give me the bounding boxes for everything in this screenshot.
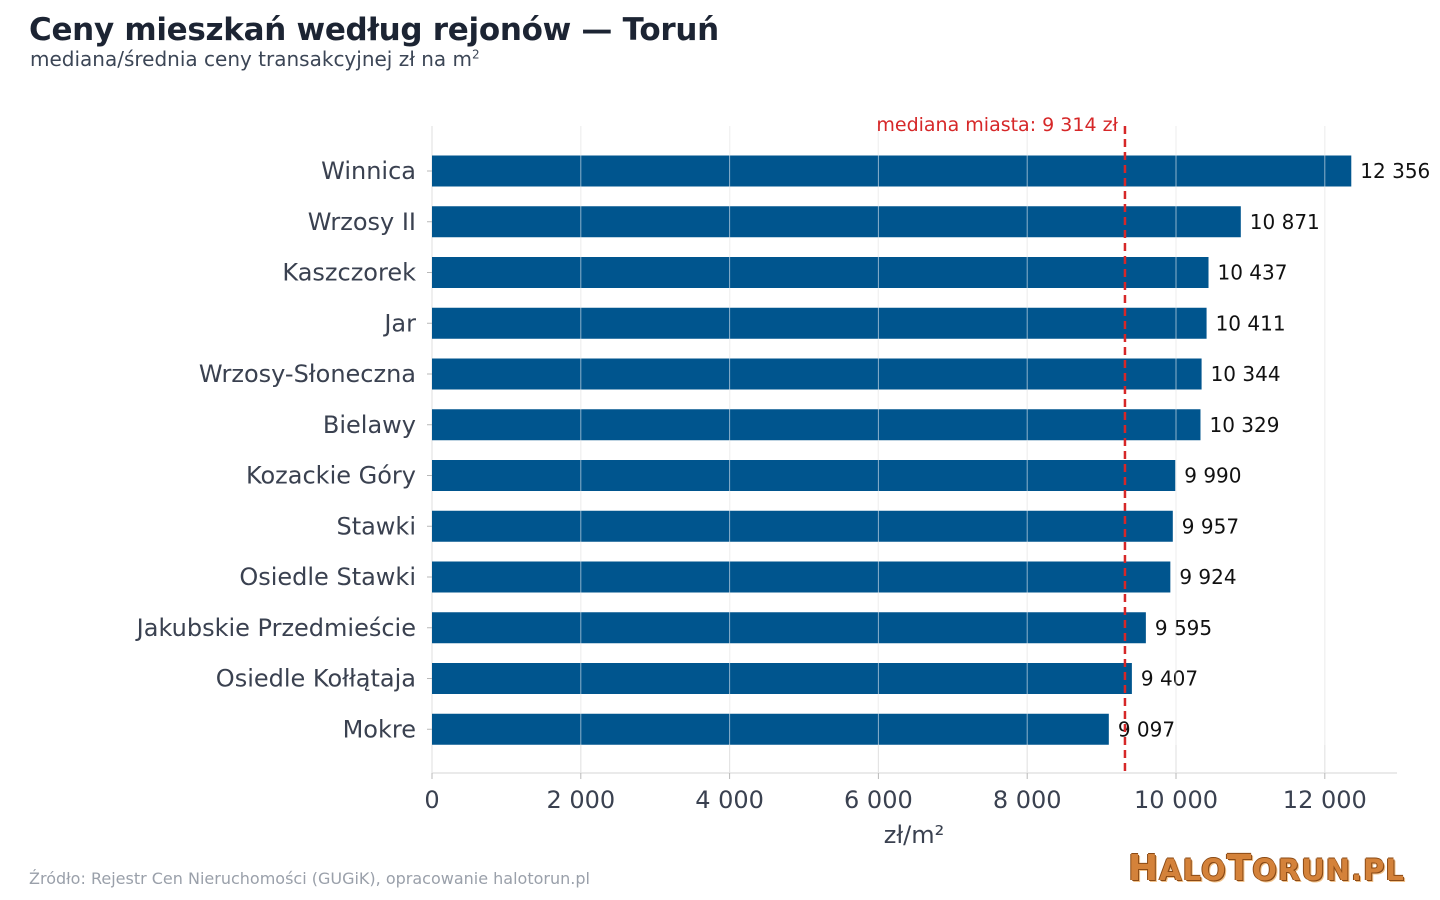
x-tick-label-0: 0 bbox=[424, 786, 439, 814]
chart-subtitle-superscript: 2 bbox=[472, 47, 480, 62]
bar-10 bbox=[432, 663, 1132, 694]
bar-9 bbox=[432, 612, 1146, 644]
category-label-1: Wrzosy II bbox=[308, 208, 416, 236]
category-label-8: Osiedle Stawki bbox=[239, 563, 416, 591]
category-label-0: Winnica bbox=[321, 157, 416, 185]
value-label-5: 10 329 bbox=[1209, 413, 1279, 437]
x-tick-label-4: 8 000 bbox=[993, 786, 1062, 814]
logo-letter-h: H bbox=[1128, 848, 1160, 889]
x-tick-label-1: 2 000 bbox=[546, 786, 615, 814]
logo-letter-t: T bbox=[1226, 848, 1253, 889]
category-label-5: Bielawy bbox=[323, 411, 416, 439]
value-label-8: 9 924 bbox=[1179, 565, 1236, 589]
bar-3 bbox=[432, 307, 1207, 339]
category-label-6: Kozackie Góry bbox=[246, 462, 416, 490]
category-label-10: Osiedle Kołłątaja bbox=[216, 665, 416, 693]
value-label-3: 10 411 bbox=[1216, 311, 1286, 335]
bar-5 bbox=[432, 409, 1201, 441]
category-label-3: Jar bbox=[382, 309, 416, 337]
category-label-7: Stawki bbox=[336, 512, 416, 540]
x-tick-label-3: 6 000 bbox=[844, 786, 913, 814]
source-note: Źródło: Rejestr Cen Nieruchomości (GUGiK… bbox=[29, 869, 590, 888]
bar-4 bbox=[432, 358, 1202, 390]
value-label-1: 10 871 bbox=[1250, 210, 1320, 234]
value-label-6: 9 990 bbox=[1184, 464, 1241, 488]
chart-title: Ceny mieszkań według rejonów — Toruń bbox=[29, 12, 719, 48]
bar-7 bbox=[432, 510, 1173, 542]
bar-11 bbox=[432, 713, 1109, 745]
value-label-10: 9 407 bbox=[1141, 667, 1198, 691]
halotorun-logo: HALOTORUN.PL bbox=[1128, 848, 1405, 889]
value-label-11: 9 097 bbox=[1118, 717, 1175, 741]
bar-1 bbox=[432, 206, 1241, 238]
value-label-7: 9 957 bbox=[1182, 514, 1239, 538]
value-label-4: 10 344 bbox=[1211, 362, 1281, 386]
value-label-2: 10 437 bbox=[1218, 261, 1288, 285]
category-label-2: Kaszczorek bbox=[282, 259, 416, 287]
bar-0 bbox=[432, 155, 1352, 187]
x-tick-label-2: 4 000 bbox=[695, 786, 764, 814]
x-tick-label-6: 12 000 bbox=[1283, 786, 1367, 814]
chart-subtitle: mediana/średnia ceny transakcyjnej zł na… bbox=[30, 47, 480, 71]
bar-6 bbox=[432, 460, 1176, 491]
chart-subtitle-text: mediana/średnia ceny transakcyjnej zł na… bbox=[30, 47, 473, 71]
logo-part-orun: ORUN.PL bbox=[1252, 853, 1405, 887]
bar-8 bbox=[432, 561, 1171, 593]
x-tick-label-5: 10 000 bbox=[1134, 786, 1218, 814]
category-label-9: Jakubskie Przedmieście bbox=[135, 614, 416, 642]
median-label: mediana miasta: 9 314 zł bbox=[876, 114, 1118, 136]
value-label-9: 9 595 bbox=[1155, 616, 1212, 640]
bar-2 bbox=[432, 257, 1209, 288]
category-label-11: Mokre bbox=[343, 715, 416, 743]
value-label-0: 12 356 bbox=[1360, 159, 1430, 183]
logo-part-alo: ALO bbox=[1159, 853, 1227, 887]
category-label-4: Wrzosy-Słoneczna bbox=[199, 360, 416, 388]
x-axis-title: zł/m² bbox=[884, 821, 945, 849]
